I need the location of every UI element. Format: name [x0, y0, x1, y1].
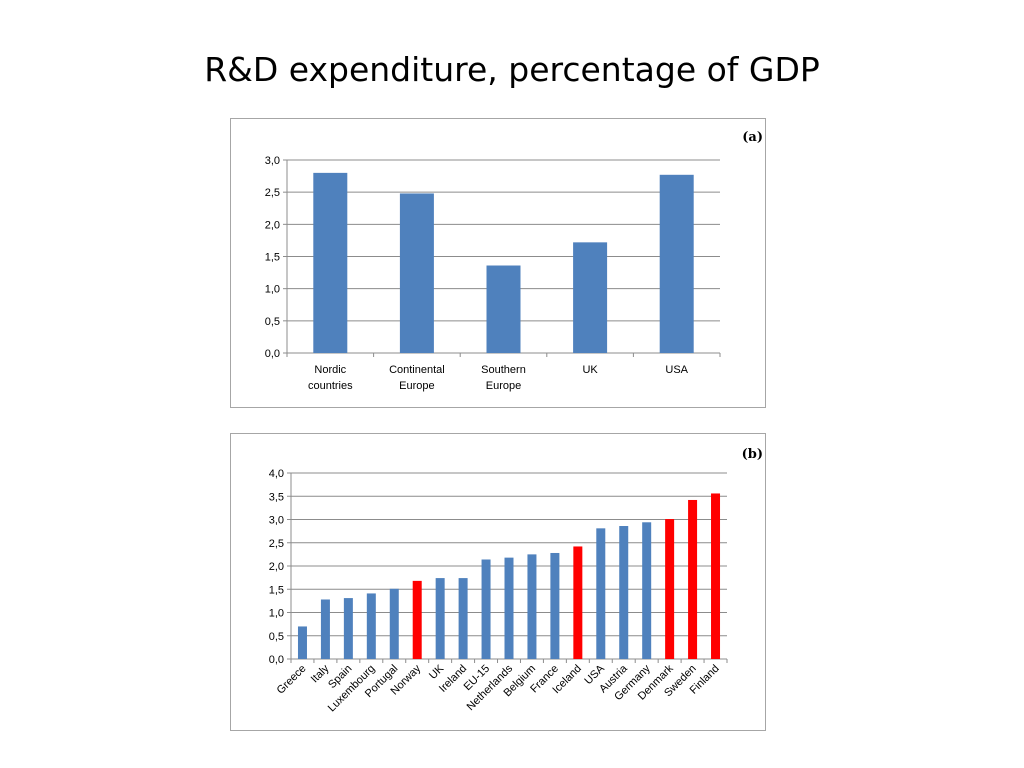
chart-b-y-tick-label: 3,5: [269, 491, 284, 503]
chart-b-y-tick-label: 1,5: [269, 584, 284, 596]
chart-b-bar-usa: [596, 528, 606, 659]
chart-b-bar-denmark: [665, 519, 675, 659]
chart-a-category-label: Nordic: [314, 364, 346, 376]
chart-b-bar-ireland: [458, 578, 468, 659]
chart-b-y-tick-label: 0,5: [269, 631, 284, 643]
chart-b-bar-spain: [343, 598, 353, 659]
chart-b-frame: (b) 0,0 0,5 1,0 1,5 2,0 2,5 3,0 3,5 4,0 Greece Ital…: [230, 433, 766, 731]
chart-b-bar-luxembourg: [366, 593, 376, 659]
chart-a-y-tick-label: 2,0: [265, 219, 280, 231]
chart-a-y-tick-label: 1,0: [265, 284, 280, 296]
chart-b-bar-norway: [412, 580, 422, 659]
chart-a-bar-uk: [573, 242, 608, 353]
chart-a-y-tick-label: 0,0: [265, 348, 280, 360]
chart-b-bar-sweden: [688, 499, 698, 659]
chart-a-frame: (a) 0,0 0,5 1,0 1,5 2,0 2,5 3,0 Nordic countries C…: [230, 118, 766, 408]
chart-b-bar-italy: [320, 599, 330, 659]
chart-a-svg: (a) 0,0 0,5 1,0 1,5 2,0 2,5 3,0 Nordic countries C…: [265, 130, 763, 392]
chart-a-category-label: Southern: [481, 364, 526, 376]
chart-a-category-label: USA: [665, 364, 688, 376]
chart-b-y-tick-label: 0,0: [269, 654, 284, 666]
chart-b-bar-uk: [435, 578, 445, 659]
chart-b-category-label: Greece: [275, 663, 309, 697]
chart-a-panel-label: (a): [742, 130, 763, 145]
chart-a-bar-nordic-countries: [313, 172, 348, 353]
chart-b-bar-iceland: [573, 546, 583, 659]
chart-b-bar-eu-15: [481, 559, 491, 659]
chart-a-category-label: Continental: [389, 364, 445, 376]
chart-a-bar-usa: [659, 174, 694, 353]
chart-b-bar-greece: [297, 626, 307, 659]
chart-b-y-tick-label: 2,0: [269, 561, 284, 573]
chart-a-category-label: Europe: [486, 380, 521, 392]
chart-b-bar-netherlands: [504, 557, 514, 659]
chart-b-y-tick-label: 2,5: [269, 538, 284, 550]
chart-a-category-label: Europe: [399, 380, 434, 392]
chart-a-bar-continental-europe: [399, 193, 434, 353]
slide-title: R&D expenditure, percentage of GDP: [204, 50, 820, 89]
chart-b-panel-label: (b): [742, 447, 763, 462]
chart-b-bar-germany: [642, 522, 652, 659]
chart-a-y-tick-label: 0,5: [265, 316, 280, 328]
chart-b-bar-portugal: [389, 588, 399, 659]
chart-b-bar-belgium: [527, 554, 537, 659]
chart-a-category-label: UK: [582, 364, 598, 376]
chart-b-bar-austria: [619, 526, 629, 659]
chart-b-y-tick-label: 3,0: [269, 515, 284, 527]
chart-b-bar-france: [550, 552, 560, 659]
chart-b-y-tick-label: 4,0: [269, 468, 284, 480]
chart-a-y-tick-label: 2,5: [265, 187, 280, 199]
chart-b-y-tick-label: 1,0: [269, 608, 284, 620]
chart-a-category-label: countries: [308, 380, 353, 392]
chart-a-y-tick-label: 1,5: [265, 252, 280, 264]
chart-a-bar-southern-europe: [486, 265, 521, 353]
chart-b-bar-finland: [711, 493, 721, 659]
chart-a-y-tick-label: 3,0: [265, 155, 280, 167]
